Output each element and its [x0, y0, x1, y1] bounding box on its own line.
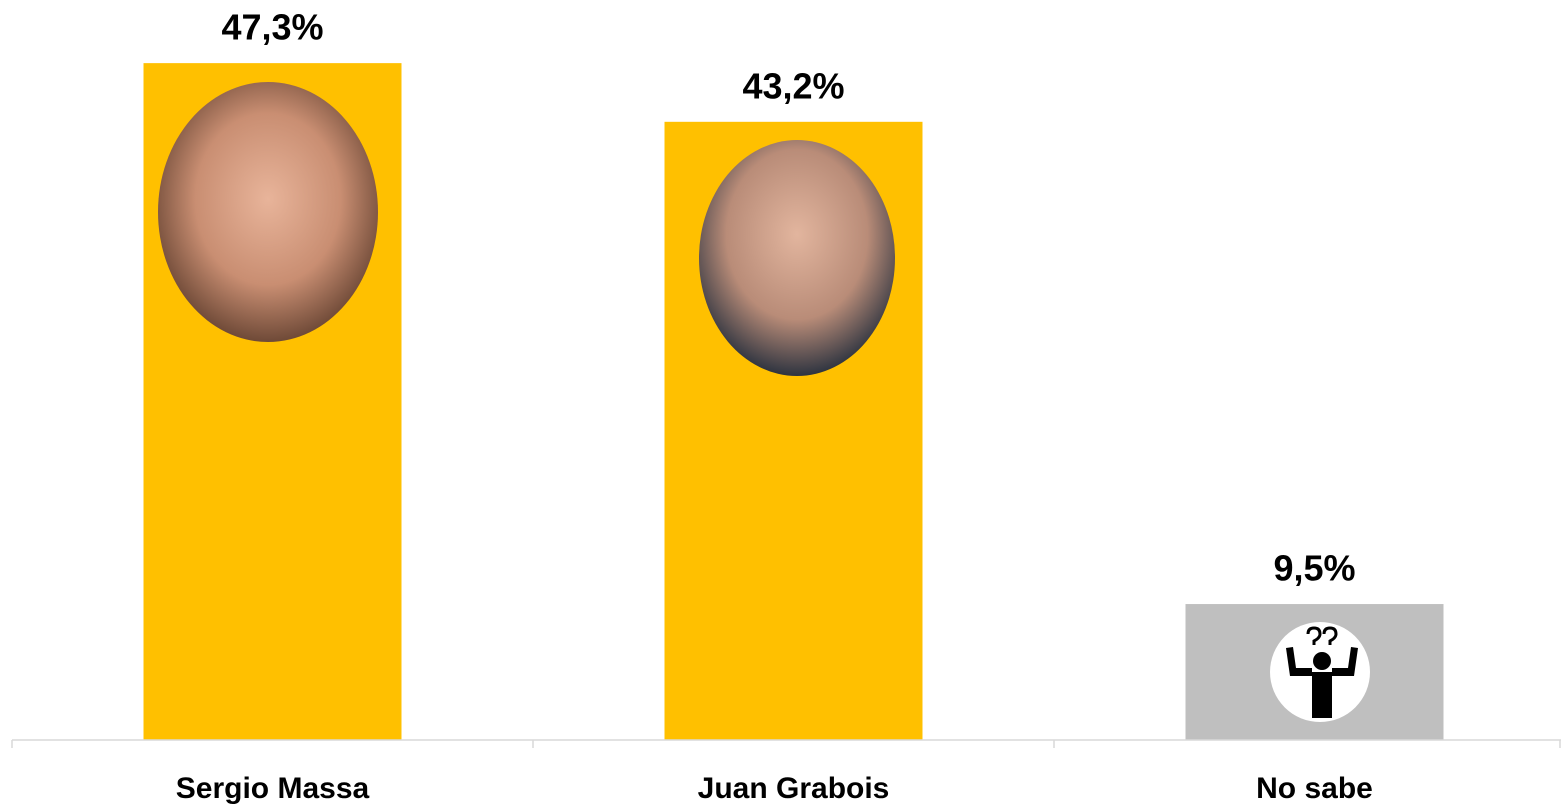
- value-label: 9,5%: [1273, 548, 1355, 589]
- x-tick-label: Juan Grabois: [698, 772, 890, 805]
- portrait: [158, 82, 378, 342]
- portrait: [699, 140, 895, 376]
- unknown-icon: [1270, 622, 1370, 722]
- value-label: 43,2%: [742, 65, 844, 106]
- portraits: [158, 82, 1370, 722]
- x-tick-label: Sergio Massa: [176, 772, 370, 805]
- x-tick-label: No sabe: [1256, 772, 1373, 805]
- value-label: 47,3%: [221, 7, 323, 48]
- category-ticks: [11, 740, 1561, 748]
